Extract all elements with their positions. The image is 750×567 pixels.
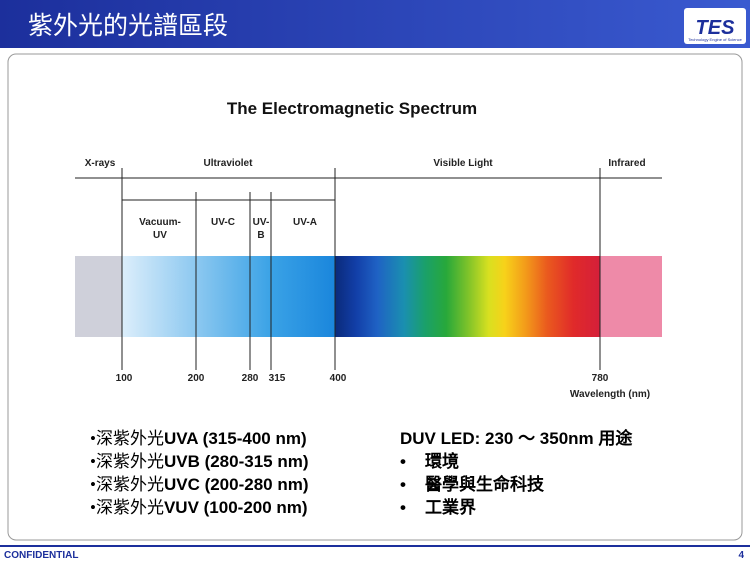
- spectrum-diagram: The Electromagnetic Spectrum X-rays Ultr…: [75, 99, 662, 400]
- tick-label: 315: [269, 373, 286, 384]
- band-label: UV: [153, 230, 167, 241]
- right-list: DUV LED: 230 ～ 350nm 用途 • 環境 • 醫學與生命科技 •…: [400, 428, 633, 517]
- header-bar: [0, 0, 750, 48]
- band-label: B: [257, 230, 264, 241]
- page-number: 4: [738, 550, 744, 561]
- tick-label: 780: [592, 373, 609, 384]
- logo-tagline: Technology Engine of Science: [688, 37, 742, 42]
- list-item: •深紫外光UVA (315-400 nm): [90, 429, 307, 448]
- band-label: UV-A: [293, 217, 317, 228]
- region-label: Visible Light: [433, 158, 493, 169]
- tick-label: 100: [116, 373, 133, 384]
- list-item: •深紫外光VUV (100-200 nm): [90, 498, 308, 517]
- visible-band: [335, 256, 600, 337]
- band-label: UV-: [253, 217, 270, 228]
- region-label: X-rays: [85, 158, 116, 169]
- list-item: 醫學與生命科技: [425, 474, 545, 494]
- band-label: UV-C: [211, 217, 235, 228]
- uv-band: [122, 256, 335, 337]
- region-label: Infrared: [608, 158, 645, 169]
- list-item: •深紫外光UVC (200-280 nm): [90, 475, 309, 494]
- list-item: 工業界: [425, 497, 476, 517]
- infrared-band: [600, 256, 662, 337]
- diagram-lines: [75, 168, 662, 370]
- xray-band: [75, 256, 122, 337]
- logo-box: [684, 8, 746, 44]
- diagram-title: The Electromagnetic Spectrum: [227, 99, 477, 118]
- bullet: •: [400, 452, 406, 471]
- list-heading: DUV LED: 230 ～ 350nm 用途: [400, 428, 633, 448]
- slide-title: 紫外光的光譜區段: [28, 12, 228, 40]
- tick-label: 400: [330, 373, 347, 384]
- axis-label: Wavelength (nm): [570, 389, 650, 400]
- list-item: 環境: [425, 451, 459, 471]
- tick-label: 280: [242, 373, 259, 384]
- logo: TES: [696, 17, 736, 39]
- footer-label: CONFIDENTIAL: [4, 550, 78, 561]
- tick-label: 200: [188, 373, 205, 384]
- region-label: Ultraviolet: [204, 158, 254, 169]
- bullet: •: [400, 475, 406, 494]
- band-label: Vacuum-: [139, 217, 181, 228]
- bullet: •: [400, 498, 406, 517]
- list-item: •深紫外光UVB (280-315 nm): [90, 452, 309, 471]
- left-list: •深紫外光UVA (315-400 nm) •深紫外光UVB (280-315 …: [90, 429, 309, 517]
